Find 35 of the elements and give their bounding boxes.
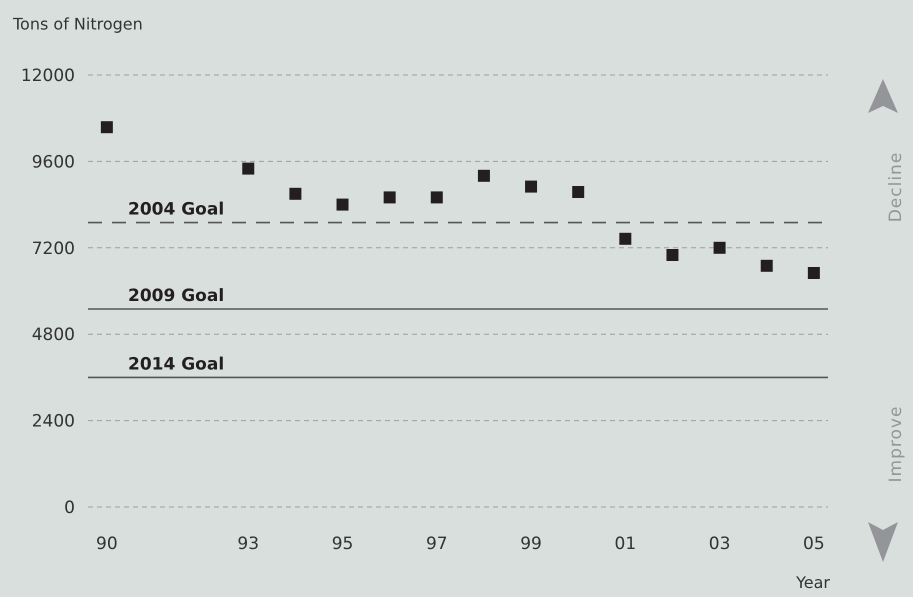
y-tick-label: 0 (64, 498, 75, 518)
point (336, 198, 349, 211)
point (242, 162, 254, 175)
x-tick-label: 99 (520, 534, 542, 554)
x-tick-label: 95 (332, 534, 354, 554)
text: Decline (886, 152, 906, 222)
point (572, 186, 584, 198)
x-tick-label: 01 (614, 534, 636, 554)
y-tick-label: 9600 (32, 152, 75, 172)
point (714, 242, 726, 254)
x-tick-label: 97 (426, 534, 448, 554)
point (430, 191, 443, 204)
ref-line-label: 2014 Goal (128, 354, 224, 374)
ref-line-label: 2004 Goal (128, 200, 224, 220)
x-tick-label: 93 (237, 534, 260, 554)
point (384, 191, 396, 204)
y-tick-label: 12000 (20, 66, 75, 86)
point (808, 267, 820, 279)
y-tick-label: 4800 (32, 325, 75, 346)
text: Improve (886, 406, 906, 482)
y-tick-label: 2400 (32, 412, 75, 432)
x-tick-label: 90 (96, 534, 118, 554)
x-tick-label: 03 (708, 534, 730, 554)
x-tick-label: 05 (803, 534, 825, 554)
point (525, 180, 538, 193)
point (478, 170, 490, 182)
point (619, 232, 632, 245)
point (289, 188, 302, 200)
y-axis-title: Tons of Nitrogen (12, 14, 143, 34)
x-axis-title: Year (795, 573, 830, 592)
point (666, 249, 678, 261)
point (100, 121, 113, 134)
ref-line-label: 2009 Goal (128, 286, 224, 306)
y-tick-label: 7200 (32, 238, 75, 259)
point (760, 260, 773, 272)
